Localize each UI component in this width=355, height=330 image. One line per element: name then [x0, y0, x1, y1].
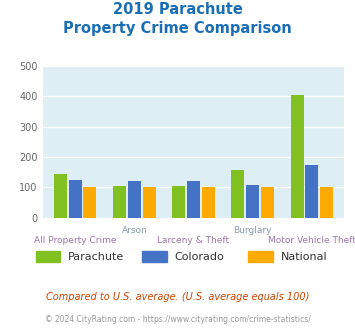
Bar	[54, 174, 67, 218]
Text: Burglary: Burglary	[233, 226, 272, 235]
Bar	[261, 187, 274, 218]
Text: Property Crime Comparison: Property Crime Comparison	[63, 21, 292, 36]
Text: 2019 Parachute: 2019 Parachute	[113, 2, 242, 16]
Bar	[128, 181, 141, 218]
Bar	[320, 187, 333, 218]
Text: Arson: Arson	[121, 226, 147, 235]
Bar	[69, 180, 82, 218]
Bar	[187, 181, 200, 218]
Bar	[202, 187, 215, 218]
Text: © 2024 CityRating.com - https://www.cityrating.com/crime-statistics/: © 2024 CityRating.com - https://www.city…	[45, 315, 310, 324]
Text: Compared to U.S. average. (U.S. average equals 100): Compared to U.S. average. (U.S. average …	[46, 292, 309, 302]
Bar	[290, 95, 304, 218]
Text: All Property Crime: All Property Crime	[34, 236, 116, 245]
Bar	[172, 185, 185, 218]
Text: Colorado: Colorado	[174, 251, 224, 262]
Text: Parachute: Parachute	[67, 251, 124, 262]
Bar	[113, 185, 126, 218]
Bar	[246, 185, 259, 218]
Text: Motor Vehicle Theft: Motor Vehicle Theft	[268, 236, 355, 245]
Text: National: National	[280, 251, 327, 262]
Bar	[305, 165, 318, 218]
Bar	[143, 187, 155, 218]
Bar	[231, 170, 244, 218]
Bar	[83, 187, 97, 218]
Text: Larceny & Theft: Larceny & Theft	[157, 236, 230, 245]
